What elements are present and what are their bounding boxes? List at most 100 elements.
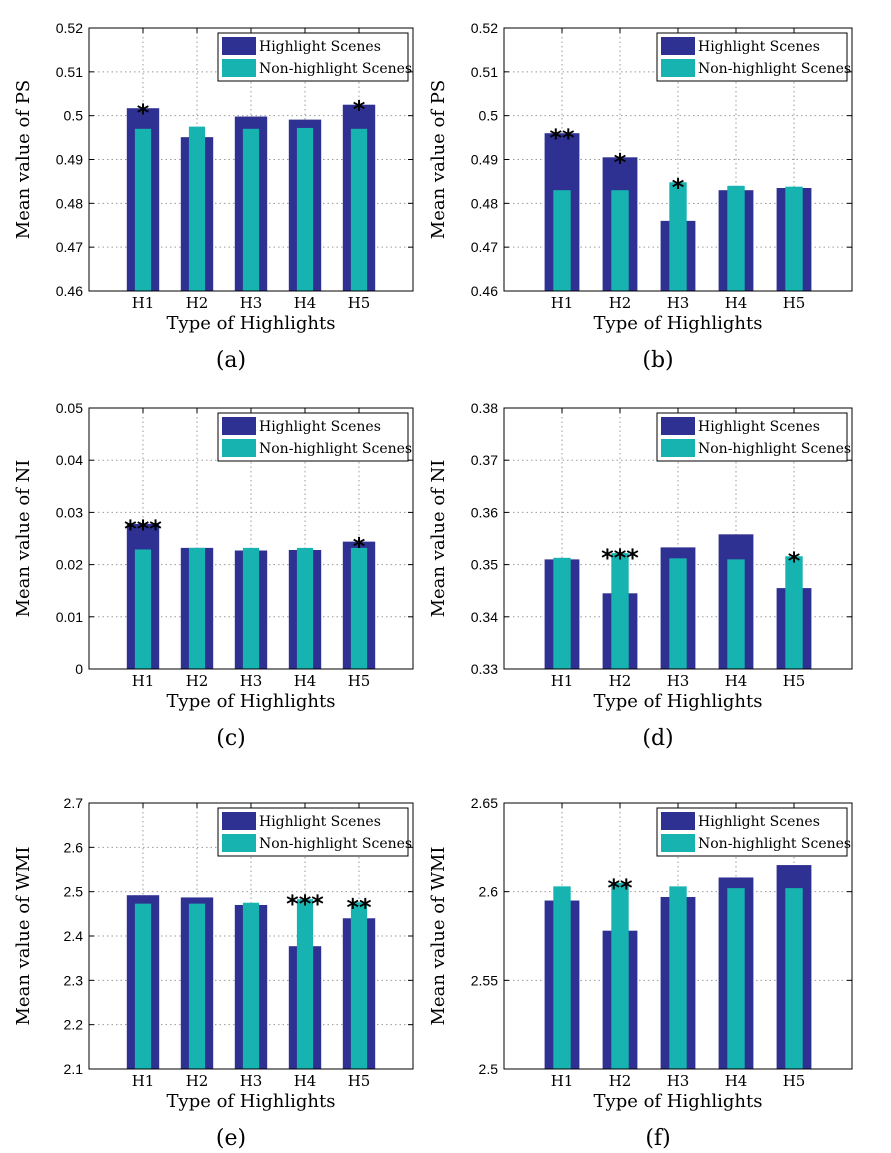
significance-marker: * (137, 99, 150, 127)
legend-swatch-nonhighlight (661, 834, 695, 852)
bar-nonhighlight-h2 (611, 190, 629, 291)
y-tick-label: 0.5 (479, 108, 499, 124)
legend-swatch-nonhighlight (222, 59, 256, 77)
y-tick-label: 0.48 (471, 195, 498, 211)
significance-marker: * (353, 96, 366, 124)
y-axis-label: Mean value of NI (13, 460, 34, 618)
legend-label: Non-highlight Scenes (259, 836, 412, 852)
axes-frame (503, 802, 853, 1070)
legend: Highlight Scenes Non-highlight Scenes (217, 412, 412, 462)
axes-frame (503, 27, 853, 292)
y-tick-label: 0.5 (64, 108, 84, 124)
y-tick-label: 0.38 (471, 400, 498, 416)
y-tick-label: 2.7 (64, 795, 84, 811)
legend-swatch-highlight (661, 417, 695, 435)
legend-label: Highlight Scenes (698, 419, 820, 435)
y-tick-label: 2.5 (64, 884, 84, 900)
y-tick-label: 0.47 (471, 239, 498, 255)
y-axis-label: Mean value of PS (13, 80, 34, 239)
bar-nonhighlight-h2 (611, 553, 629, 669)
x-tick-label: H1 (551, 672, 574, 690)
bar-nonhighlight-h1 (134, 549, 152, 669)
y-tick-label: 0.02 (56, 557, 83, 573)
legend: Highlight Scenes Non-highlight Scenes (217, 32, 412, 82)
significance-marker: *** (124, 515, 162, 543)
legend-label: Non-highlight Scenes (698, 61, 851, 77)
y-tick-label: 0.52 (56, 20, 83, 36)
legend-label: Non-highlight Scenes (259, 441, 412, 457)
x-axis-label: Type of Highlights (594, 691, 763, 712)
bar-nonhighlight-h5 (350, 902, 368, 1069)
significance-marker: ** (346, 893, 372, 921)
x-tick-label: H2 (609, 672, 632, 690)
y-axis-label: Mean value of WMI (428, 846, 449, 1025)
y-tick-label: 2.2 (64, 1017, 84, 1033)
axes-frame (88, 27, 414, 292)
y-tick-label: 0.33 (471, 661, 498, 677)
bar-nonhighlight-h5 (350, 128, 368, 291)
bar-nonhighlight-h1 (553, 190, 571, 291)
y-tick-label: 0.51 (471, 64, 498, 80)
bar-nonhighlight-h5 (785, 888, 803, 1069)
y-tick-label: 2.4 (64, 928, 84, 944)
chart-panel-a: 0.46 0.47 0.48 0.49 0.5 0.51 0.52 * H1 H2 H3 H4 * H5 H… (13, 20, 414, 373)
chart-panel-c: 0 0.01 0.02 0.03 0.04 0.05 *** H1 H2 H3 H4 * H5 Highl… (13, 400, 414, 751)
legend-label: Highlight Scenes (698, 814, 820, 830)
bar-nonhighlight-h4 (296, 547, 314, 669)
y-tick-label: 0.49 (471, 152, 498, 168)
significance-marker: * (672, 173, 685, 201)
significance-marker: * (788, 547, 801, 575)
x-tick-label: H1 (132, 294, 155, 312)
axes-frame (503, 407, 853, 670)
panel-caption: (a) (216, 348, 246, 373)
y-axis-label: Mean value of WMI (13, 846, 34, 1025)
y-tick-label: 2.5 (479, 1061, 499, 1077)
legend: Highlight Scenes Non-highlight Scenes (656, 412, 851, 462)
x-tick-label: H4 (725, 1072, 748, 1090)
x-tick-label: H3 (240, 1072, 263, 1090)
x-tick-label: H2 (609, 1072, 632, 1090)
x-tick-label: H2 (186, 1072, 209, 1090)
bar-nonhighlight-h2 (188, 903, 206, 1069)
legend-swatch-highlight (222, 37, 256, 55)
y-tick-label: 2.3 (64, 972, 84, 988)
chart-panel-e: 2.1 2.2 2.3 2.4 2.5 2.6 2.7 H1 H2 H3 *** H4 ** H5 High… (13, 795, 414, 1151)
legend-swatch-highlight (222, 417, 256, 435)
bar-nonhighlight-h4 (727, 185, 745, 291)
x-tick-label: H2 (186, 672, 209, 690)
y-tick-label: 0.52 (471, 20, 498, 36)
bar-nonhighlight-h5 (785, 556, 803, 669)
x-tick-label: H2 (609, 294, 632, 312)
x-tick-label: H4 (294, 294, 317, 312)
chart-panel-f: 2.5 2.55 2.6 2.65 H1 ** H2 H3 H4 H5 Highlight Scen… (428, 795, 853, 1151)
y-tick-label: 0.46 (56, 283, 83, 299)
y-tick-label: 2.6 (479, 884, 499, 900)
y-axis-label: Mean value of PS (428, 80, 449, 239)
y-tick-label: 2.65 (471, 795, 498, 811)
significance-marker: *** (286, 890, 324, 918)
x-tick-label: H4 (725, 294, 748, 312)
y-tick-label: 0.35 (471, 557, 498, 573)
bar-nonhighlight-h3 (669, 558, 687, 669)
legend-swatch-highlight (661, 37, 695, 55)
y-tick-label: 2.55 (471, 972, 498, 988)
x-tick-label: H3 (240, 294, 263, 312)
x-tick-label: H4 (294, 1072, 317, 1090)
bar-nonhighlight-h4 (296, 127, 314, 291)
legend: Highlight Scenes Non-highlight Scenes (656, 32, 851, 82)
y-tick-label: 0.49 (56, 152, 83, 168)
bar-nonhighlight-h3 (242, 547, 260, 669)
legend-label: Highlight Scenes (259, 814, 381, 830)
panel-caption: (e) (216, 1126, 246, 1151)
bar-nonhighlight-h2 (188, 126, 206, 291)
panel-caption: (f) (645, 1126, 670, 1151)
chart-panel-b: 0.46 0.47 0.48 0.49 0.5 0.51 0.52 ** H1 * H2 * H3 H4 H… (428, 20, 853, 373)
bar-nonhighlight-h1 (134, 128, 152, 291)
x-tick-label: H1 (132, 672, 155, 690)
legend: Highlight Scenes Non-highlight Scenes (656, 807, 851, 857)
significance-marker: * (353, 533, 366, 561)
bar-nonhighlight-h5 (785, 186, 803, 291)
x-tick-label: H4 (294, 672, 317, 690)
panel-caption: (c) (216, 726, 246, 751)
significance-marker: ** (549, 124, 575, 152)
